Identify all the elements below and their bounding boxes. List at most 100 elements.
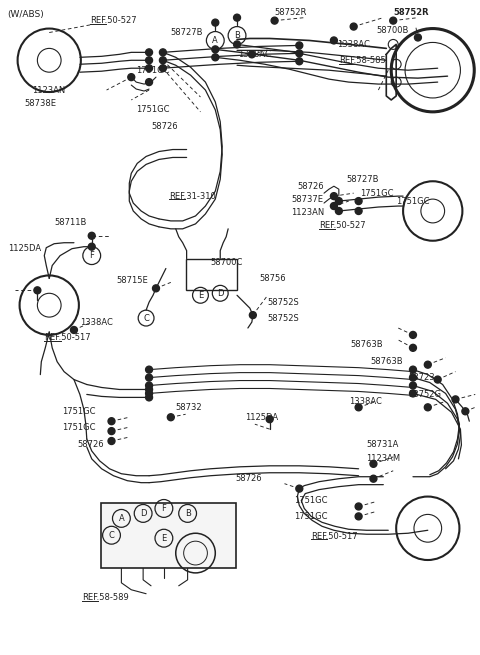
Circle shape [212, 46, 219, 53]
Text: 1751GC: 1751GC [62, 422, 96, 432]
Circle shape [234, 14, 240, 21]
Text: 1751GC: 1751GC [136, 105, 170, 115]
Text: 1751GC: 1751GC [294, 512, 328, 521]
Circle shape [159, 49, 167, 56]
Circle shape [355, 513, 362, 520]
Text: 58737E: 58737E [291, 195, 324, 204]
Text: REF.50-517: REF.50-517 [311, 532, 358, 541]
Circle shape [212, 54, 219, 61]
Circle shape [212, 19, 219, 26]
Circle shape [355, 404, 362, 411]
Circle shape [234, 41, 240, 48]
Text: 1338AC: 1338AC [337, 40, 370, 49]
Text: 58732: 58732 [176, 403, 203, 412]
Circle shape [145, 57, 153, 64]
Text: 1751GC: 1751GC [294, 496, 328, 505]
Circle shape [108, 438, 115, 445]
Circle shape [168, 414, 174, 421]
Circle shape [145, 390, 153, 397]
Text: REF.58-589: REF.58-589 [82, 593, 129, 602]
Circle shape [452, 396, 459, 403]
Text: 58738E: 58738E [24, 100, 57, 109]
Circle shape [108, 428, 115, 434]
Text: 58711B: 58711B [54, 218, 86, 227]
Text: 58726: 58726 [151, 122, 178, 131]
Text: 58752S: 58752S [268, 314, 300, 322]
Text: (W/ABS): (W/ABS) [8, 10, 45, 19]
Circle shape [390, 17, 396, 24]
Circle shape [409, 382, 417, 389]
Circle shape [414, 34, 421, 41]
Circle shape [34, 287, 41, 294]
Text: F: F [161, 504, 167, 513]
Text: REF.58-585: REF.58-585 [339, 56, 385, 65]
Circle shape [355, 503, 362, 510]
Text: B: B [185, 509, 191, 518]
Text: 58700C: 58700C [210, 258, 243, 267]
Circle shape [145, 49, 153, 56]
Text: D: D [217, 289, 224, 298]
Circle shape [296, 58, 303, 65]
Circle shape [145, 382, 153, 389]
Text: 58752S: 58752S [268, 298, 300, 307]
Circle shape [145, 386, 153, 393]
Text: 58763B: 58763B [351, 341, 384, 349]
Text: 58756: 58756 [260, 274, 287, 283]
Text: 1751GC: 1751GC [62, 407, 96, 416]
Circle shape [409, 390, 417, 397]
Text: 1123AN: 1123AN [291, 208, 324, 217]
Text: 58731A: 58731A [367, 440, 399, 449]
Circle shape [145, 65, 153, 71]
Text: 1123AM: 1123AM [367, 455, 401, 463]
Circle shape [424, 404, 431, 411]
Circle shape [128, 73, 135, 81]
Text: A: A [213, 36, 218, 45]
Text: 1751GC: 1751GC [396, 196, 430, 206]
Text: 58752R: 58752R [393, 9, 429, 17]
Text: 1123AN: 1123AN [33, 86, 66, 94]
Text: 58727B: 58727B [171, 28, 204, 37]
Circle shape [330, 193, 337, 200]
Circle shape [462, 408, 469, 415]
Circle shape [409, 366, 417, 373]
Text: 1338AC: 1338AC [80, 318, 113, 327]
Circle shape [350, 23, 357, 30]
Text: 58752R: 58752R [275, 9, 307, 17]
Text: 1751GC: 1751GC [360, 189, 394, 198]
Circle shape [355, 208, 362, 214]
Text: 1338AC: 1338AC [238, 50, 271, 59]
Text: 1751GC: 1751GC [136, 66, 170, 75]
Text: 58726: 58726 [77, 440, 104, 449]
Text: 58727B: 58727B [347, 175, 379, 184]
Circle shape [159, 57, 167, 64]
Text: D: D [140, 509, 146, 518]
FancyBboxPatch shape [186, 259, 237, 290]
Circle shape [330, 37, 337, 44]
Text: REF.31-310: REF.31-310 [169, 192, 216, 200]
Circle shape [434, 376, 441, 383]
Circle shape [145, 366, 153, 373]
Circle shape [145, 79, 153, 86]
Text: REF.50-527: REF.50-527 [319, 221, 366, 231]
Circle shape [370, 476, 377, 482]
Text: 58700B: 58700B [376, 26, 409, 35]
Circle shape [296, 485, 303, 492]
Text: 58763B: 58763B [371, 357, 403, 366]
Text: REF.50-517: REF.50-517 [44, 333, 91, 343]
Text: A: A [119, 514, 124, 523]
Circle shape [159, 65, 167, 71]
Text: 1125DA: 1125DA [245, 413, 278, 422]
Text: 58715E: 58715E [117, 276, 148, 285]
Circle shape [145, 374, 153, 381]
Text: F: F [89, 251, 94, 260]
Circle shape [409, 374, 417, 381]
Circle shape [271, 17, 278, 24]
Circle shape [145, 394, 153, 401]
Text: E: E [161, 534, 167, 543]
Circle shape [370, 460, 377, 467]
Text: 58726: 58726 [235, 474, 262, 483]
Circle shape [330, 202, 337, 210]
Text: 58752G: 58752G [408, 390, 441, 399]
Text: C: C [143, 314, 149, 322]
Circle shape [296, 42, 303, 49]
